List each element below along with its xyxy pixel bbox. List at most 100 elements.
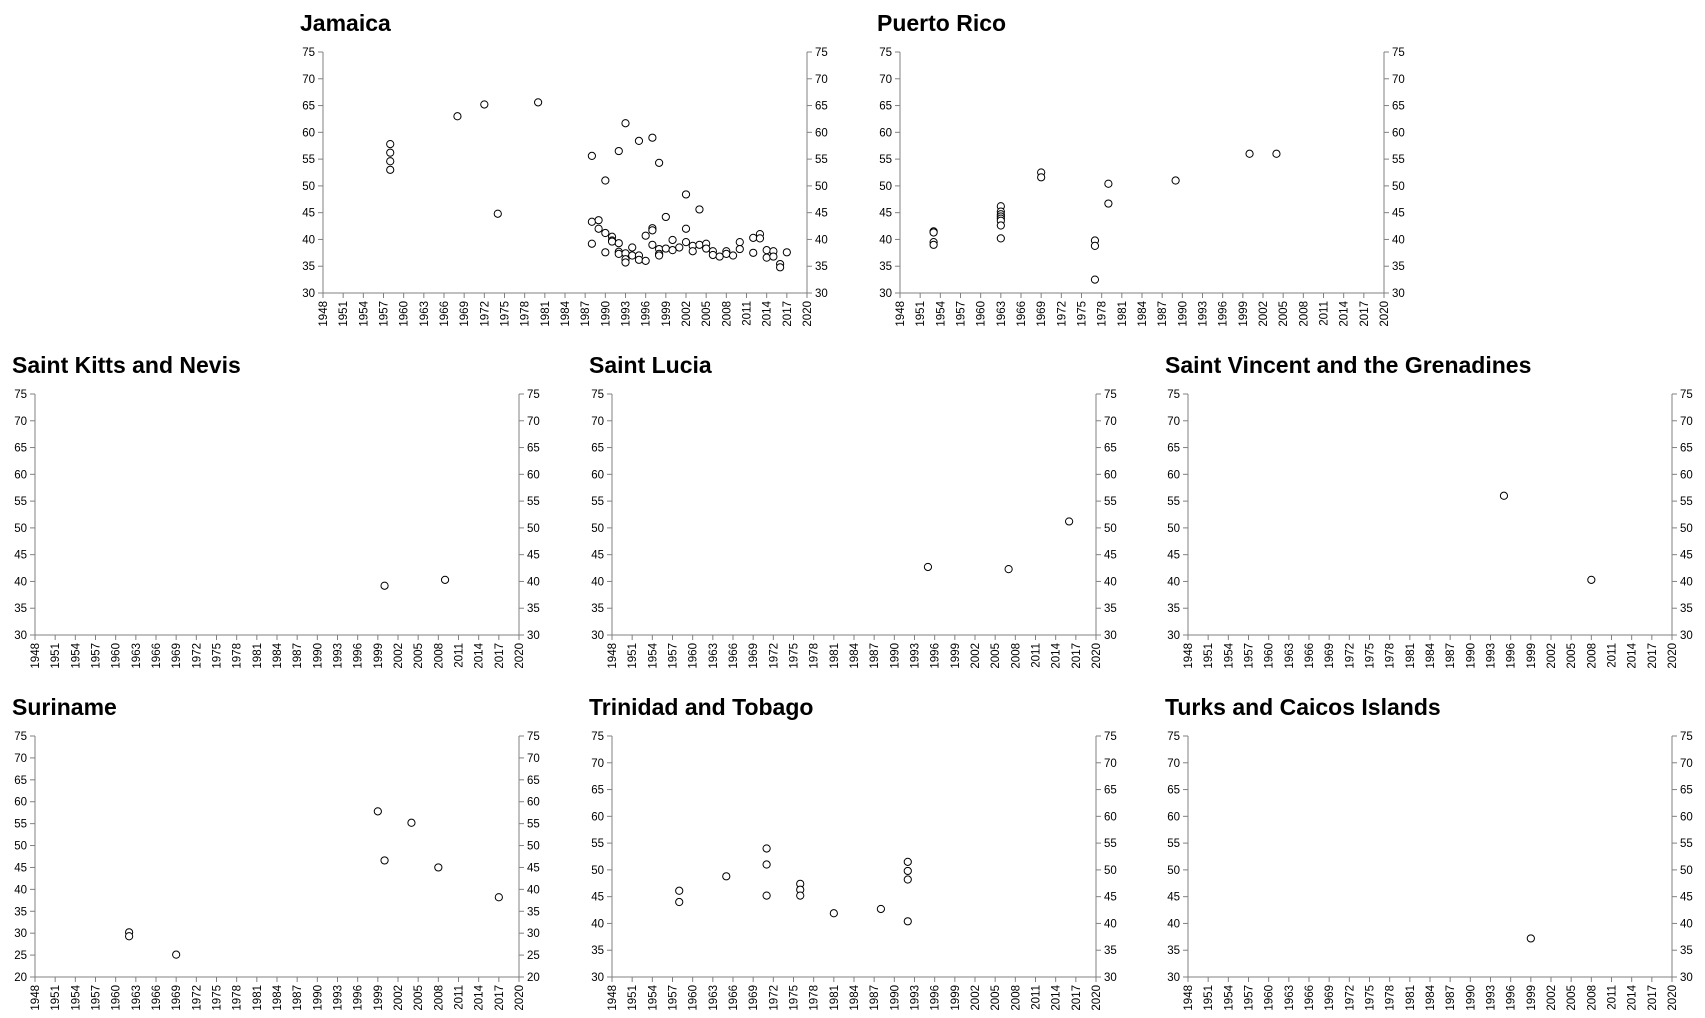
y-tick-label-right: 65: [1392, 101, 1405, 113]
x-tick-label: 2011: [1031, 985, 1043, 1010]
x-tick-label: 1960: [111, 985, 123, 1011]
x-tick-label: 1987: [580, 301, 592, 327]
x-tick-label: 1963: [131, 985, 143, 1011]
y-tick-label-right: 65: [1680, 785, 1693, 797]
x-tick-label: 1981: [829, 643, 841, 669]
x-tick-label: 1996: [1218, 301, 1230, 327]
x-tick-label: 2011: [454, 643, 466, 668]
x-tick-label: 1975: [500, 301, 512, 327]
data-point: [1526, 934, 1535, 943]
x-tick-label: 2014: [1051, 984, 1063, 1010]
chart-title: Jamaica: [300, 10, 391, 36]
y-tick-label-left: 65: [302, 101, 315, 113]
x-tick-label: 1948: [30, 643, 42, 669]
data-point: [1090, 241, 1100, 250]
y-tick-label-right: 70: [1392, 74, 1405, 86]
x-tick-label: 1966: [1016, 301, 1028, 327]
x-tick-label: 1984: [560, 300, 572, 326]
x-tick-label: 2002: [393, 985, 405, 1011]
x-tick-label: 1966: [1304, 643, 1316, 669]
x-tick-label: 1990: [600, 301, 612, 327]
y-tick-label-left: 35: [591, 945, 604, 957]
x-tick-label: 1972: [1344, 643, 1356, 669]
data-point: [735, 244, 744, 254]
data-point: [776, 263, 785, 272]
data-point: [587, 217, 596, 226]
x-tick-label: 1954: [935, 300, 947, 326]
data-point: [762, 844, 771, 853]
x-tick-label: 1993: [333, 985, 345, 1011]
x-tick-label: 2017: [1071, 985, 1083, 1011]
x-tick-label: 1975: [1077, 301, 1089, 327]
data-point: [1245, 149, 1254, 158]
x-tick-label: 2002: [1258, 301, 1270, 327]
y-tick-label-left: 70: [879, 74, 892, 86]
x-tick-label: 1978: [520, 301, 532, 327]
y-tick-label-left: 70: [14, 416, 27, 428]
x-tick-label: 1969: [748, 985, 760, 1011]
y-tick-label-left: 50: [14, 523, 27, 535]
chart-title: Trinidad and Tobago: [589, 694, 814, 720]
y-tick-label-left: 45: [1167, 550, 1180, 562]
x-tick-label: 1969: [171, 985, 183, 1011]
y-tick-label-right: 75: [527, 731, 540, 743]
data-point: [762, 253, 771, 262]
data-point: [628, 251, 637, 260]
y-tick-label-left: 60: [14, 469, 27, 481]
y-tick-label-left: 75: [591, 731, 604, 743]
x-tick-label: 1993: [910, 643, 922, 669]
data-point: [681, 238, 691, 247]
x-tick-label: 1954: [358, 300, 370, 326]
x-tick-label: 1990: [889, 643, 901, 669]
x-tick-label: 1966: [1304, 985, 1316, 1011]
data-point: [125, 932, 134, 941]
y-tick-label-right: 50: [527, 841, 540, 853]
y-tick-label-left: 30: [879, 288, 892, 300]
data-point: [601, 228, 610, 238]
x-tick-label: 1993: [1198, 301, 1210, 327]
x-tick-label: 2008: [433, 643, 445, 669]
x-tick-label: 1963: [1284, 985, 1296, 1011]
x-tick-label: 1996: [641, 301, 653, 327]
data-point: [587, 151, 596, 160]
x-tick-label: 1993: [621, 301, 633, 327]
data-point: [715, 252, 724, 261]
data-point: [380, 856, 389, 865]
x-tick-label: 1960: [688, 643, 700, 669]
x-tick-label: 1984: [1137, 300, 1149, 326]
x-tick-label: 1969: [459, 301, 471, 327]
x-tick-label: 1993: [333, 643, 345, 669]
x-tick-label: 2002: [393, 643, 405, 669]
x-tick-label: 1954: [1223, 984, 1235, 1010]
data-point: [1037, 173, 1046, 182]
y-tick-label-right: 40: [815, 234, 828, 246]
y-tick-label-right: 40: [527, 884, 540, 896]
x-tick-label: 1993: [1486, 985, 1498, 1011]
x-tick-label: 1948: [1183, 985, 1195, 1011]
y-tick-label-right: 55: [1680, 838, 1693, 850]
scatter-chart: 30 30 35 35 40 40 45 45 50 50 55 55 60 60 65 65 70 70 75 75…: [1167, 389, 1693, 669]
data-point: [648, 226, 657, 235]
data-point: [688, 247, 697, 256]
data-point: [929, 228, 938, 237]
x-tick-label: 1951: [50, 985, 62, 1011]
y-tick-label-right: 30: [1680, 972, 1693, 984]
y-tick-label-right: 55: [815, 154, 828, 166]
y-tick-label-left: 75: [1167, 731, 1180, 743]
scatter-chart: 30 30 35 35 40 40 45 45 50 50 55 55 60 60 65 65 70 70 75 75…: [302, 47, 828, 327]
data-point: [782, 248, 791, 257]
y-tick-label-right: 45: [1104, 550, 1117, 562]
data-point: [607, 237, 617, 246]
x-tick-label: 1960: [1264, 985, 1276, 1011]
x-tick-label: 1990: [312, 985, 324, 1011]
data-point: [434, 863, 443, 872]
y-tick-label-right: 40: [527, 576, 540, 588]
x-tick-label: 1990: [312, 643, 324, 669]
y-tick-label-right: 30: [1680, 630, 1693, 642]
x-tick-label: 2014: [762, 300, 774, 326]
x-tick-label: 1984: [849, 984, 861, 1010]
data-point: [601, 176, 610, 185]
x-tick-label: 1948: [607, 985, 619, 1011]
y-tick-label-right: 60: [1104, 811, 1117, 823]
x-tick-label: 1957: [1244, 643, 1256, 669]
